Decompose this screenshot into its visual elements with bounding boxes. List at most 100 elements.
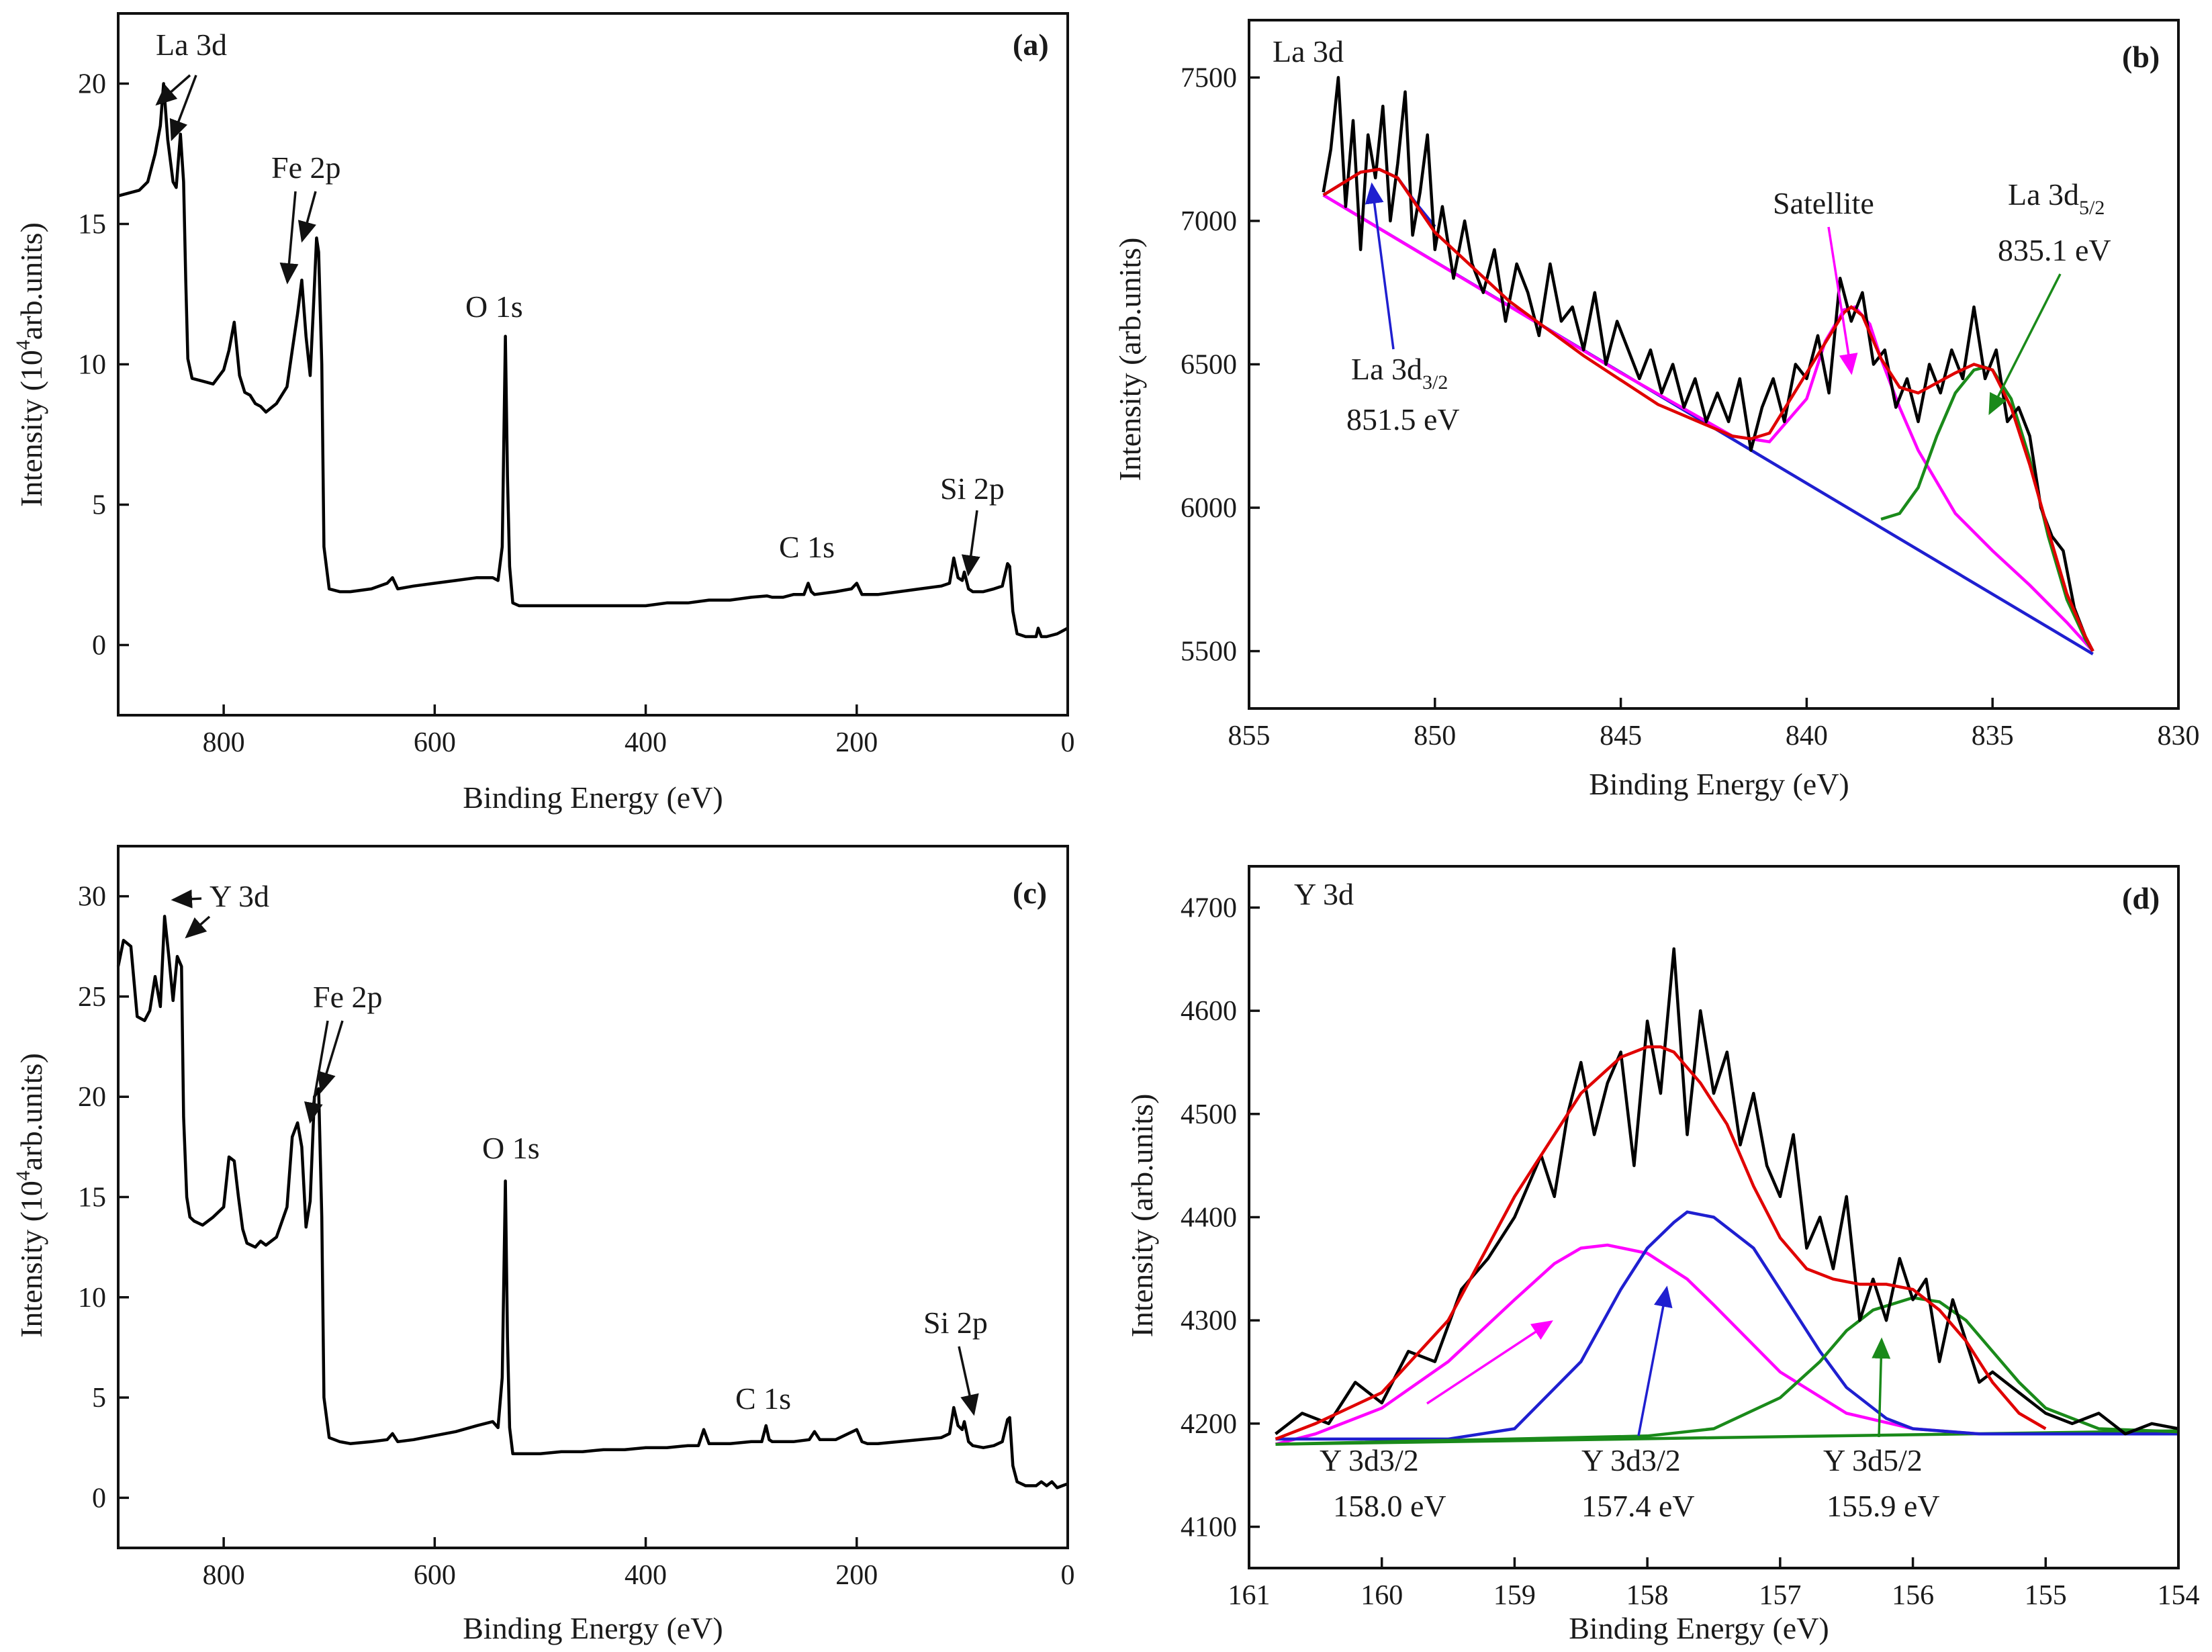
panel-d-ytick-label: 4600 <box>1181 996 1237 1027</box>
panel-d-y-axis-label: Intensity (arb.units) <box>1125 1094 1159 1338</box>
panel-b-ytick-label: 6500 <box>1181 350 1237 381</box>
panel-b-series-la-3d5-2 <box>1880 365 2094 652</box>
panel-c-ytick-label: 10 <box>78 1283 106 1314</box>
panel-b-annot-la32: La 3d3/2 <box>1351 352 1448 394</box>
panel-b-la32-main: La 3d <box>1351 352 1422 386</box>
panel-d-annot-p2-value: 157.4 eV <box>1581 1489 1695 1523</box>
panel-b-annot-la52: La 3d5/2 <box>2008 177 2105 219</box>
panel-c-xtick-label: 200 <box>835 1560 878 1591</box>
panel-c-ytick-label: 5 <box>92 1383 106 1414</box>
panel-b-xtick-label: 845 <box>1600 721 1642 751</box>
panel-a-annot-fe2p: Fe 2p <box>271 150 341 185</box>
panel-d-xtick-label: 158 <box>1626 1580 1669 1611</box>
panel-a: 800 600 400 200 0 0 5 10 15 20 (a) Binding Energy… <box>12 12 1075 815</box>
panel-c-xtick-label: 0 <box>1061 1560 1075 1591</box>
panel-d-annot-p3-value: 155.9 eV <box>1827 1489 1940 1523</box>
panel-b-inset-label: La 3d <box>1273 34 1344 68</box>
panel-c-frame <box>117 845 1069 1549</box>
panel-d-ytick-label: 4400 <box>1181 1203 1237 1234</box>
panel-b-series-satellite <box>1322 193 2094 653</box>
panel-c-xtick-label: 400 <box>625 1560 667 1591</box>
panel-b-series-envelope <box>1322 167 2094 652</box>
panel-c-ytick-label: 15 <box>78 1183 106 1213</box>
panel-d-annot-p1-value: 158.0 eV <box>1333 1489 1446 1523</box>
panel-b-tag: (b) <box>2122 40 2160 74</box>
panel-a-ytick-label: 0 <box>92 631 106 661</box>
panel-c-ylabel-sup: 4 <box>12 1171 34 1181</box>
panel-c-series-survey <box>116 915 1068 1489</box>
panel-a-annot-si2p: Si 2p <box>940 471 1005 506</box>
panel-a-arrow-fe2p-1 <box>279 191 299 285</box>
panel-b-ytick-label: 6000 <box>1181 493 1237 524</box>
panel-a-arrow-fe2p-2 <box>297 191 317 243</box>
panel-b-ytick-label: 7500 <box>1181 62 1237 93</box>
panel-d-xtick-label: 157 <box>1759 1580 1801 1611</box>
panel-d-tag: (d) <box>2122 881 2160 915</box>
panel-a-annot-o1s: O 1s <box>465 289 523 324</box>
panel-d-ytick-label: 4500 <box>1181 1099 1237 1130</box>
panel-d-series-y-3d3-2-158-0-ev <box>1275 1243 2178 1446</box>
panel-a-ytick-label: 20 <box>78 69 106 100</box>
panel-a-y-axis-label: Intensity (104arb.units) <box>12 222 48 507</box>
panel-a-x-axis-label: Binding Energy (eV) <box>463 780 723 815</box>
panel-c-arrow-y3d-1 <box>171 889 202 909</box>
panel-d-arrow-p2 <box>1637 1285 1673 1436</box>
panel-a-xtick-label: 0 <box>1061 727 1075 758</box>
panel-a-arrow-la3d-2 <box>169 75 197 142</box>
panel-d-x-axis-label: Binding Energy (eV) <box>1569 1611 1829 1645</box>
panel-c-ytick-label: 0 <box>92 1483 106 1514</box>
panel-b-annot-la52-value: 835.1 eV <box>1998 233 2111 267</box>
panel-c-annot-fe2p: Fe 2p <box>313 980 383 1014</box>
panel-b-series-layer <box>1322 76 2094 655</box>
panel-b-xtick-label: 835 <box>1972 721 2014 751</box>
panel-a-xtick-label: 200 <box>835 727 878 758</box>
panel-a-xtick-label: 400 <box>625 727 667 758</box>
panel-a-ytick-label: 5 <box>92 490 106 521</box>
panel-c-arrow-fe2p-2 <box>317 1020 344 1094</box>
panel-c-grid-layer: 800 600 400 200 0 0 5 10 15 20 25 30 <box>78 882 1075 1591</box>
panel-d-ytick-label: 4300 <box>1181 1305 1237 1336</box>
panel-b-annot-la32-value: 851.5 eV <box>1346 402 1460 437</box>
panel-d-xtick-label: 155 <box>2025 1580 2067 1611</box>
panel-a-ylabel-sup: 4 <box>12 340 34 350</box>
panel-b-xtick-label: 855 <box>1228 721 1271 751</box>
panel-b-ytick-label: 5500 <box>1181 637 1237 668</box>
panel-b-la52-main: La 3d <box>2008 177 2079 212</box>
panel-a-series-layer <box>118 82 1069 639</box>
panel-d-series-y-3d3-2-157-4-ev <box>1275 1210 2178 1441</box>
panel-d-inset-label: Y 3d <box>1294 877 1354 911</box>
panel-d-arrow-p3 <box>1872 1337 1891 1438</box>
panel-c-ylabel-pre: Intensity (10 <box>14 1181 48 1338</box>
panel-b-ytick-label: 7000 <box>1181 206 1237 237</box>
panel-b-series-measured <box>1322 76 2094 652</box>
panel-a-ylabel-post: arb.units) <box>14 222 48 340</box>
panel-d-ytick-label: 4200 <box>1181 1409 1237 1440</box>
panel-a-annot-la3d: La 3d <box>156 28 227 62</box>
panel-d-frame <box>1248 865 2180 1569</box>
panel-a-grid-layer: 800 600 400 200 0 0 5 10 15 20 <box>78 69 1075 759</box>
panel-c-y-axis-label: Intensity (104arb.units) <box>12 1053 48 1338</box>
panel-a-xtick-label: 600 <box>414 727 456 758</box>
panel-d-series-layer <box>1275 947 2179 1446</box>
panel-c-ylabel-post: arb.units) <box>14 1053 48 1171</box>
panel-c-xtick-label: 600 <box>414 1560 456 1591</box>
panel-a-arrow-si2p <box>961 510 980 577</box>
panel-c-arrow-y3d-2 <box>185 915 211 939</box>
panel-c-ytick-label: 25 <box>78 982 106 1013</box>
panel-a-xtick-label: 800 <box>203 727 245 758</box>
panel-b-annot-satellite: Satellite <box>1773 186 1874 220</box>
panel-b-arrow-la52 <box>1988 273 2062 416</box>
panel-c-annot-o1s: O 1s <box>482 1131 540 1165</box>
panel-c-ytick-label: 20 <box>78 1082 106 1113</box>
panel-b: 855 850 845 840 835 830 5500 6000 6500 7000 7500 (… <box>1113 19 2200 801</box>
panel-d-grid-layer: 161 160 159 158 157 156 155 154 4100 4200 4300 4400… <box>1181 892 2200 1611</box>
panel-d-annot-p3-name: Y 3d5/2 <box>1823 1443 1923 1477</box>
panel-a-frame <box>117 12 1069 717</box>
panel-c-annot-c1s: C 1s <box>735 1381 791 1416</box>
panel-c-ytick-label: 30 <box>78 882 106 913</box>
panel-c-series-layer <box>116 915 1068 1489</box>
panel-d-xtick-label: 159 <box>1493 1580 1536 1611</box>
panel-b-y-axis-label: Intensity (arb.units) <box>1113 238 1147 481</box>
panel-a-series-survey <box>118 82 1069 639</box>
